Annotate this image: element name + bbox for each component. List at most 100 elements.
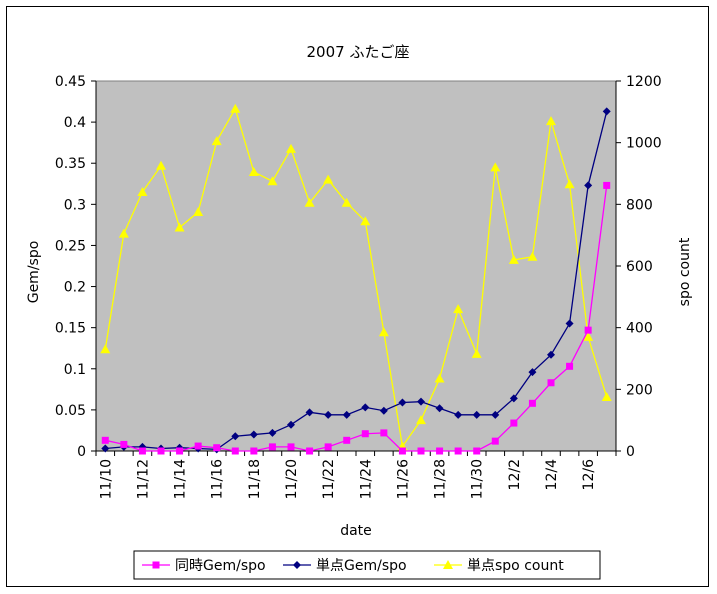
- data-point: [138, 447, 146, 455]
- data-point: [434, 373, 445, 383]
- data-point: [324, 410, 333, 419]
- legend-marker: [293, 561, 301, 569]
- x-tick-label: 11/18: [247, 459, 263, 499]
- x-tick-label: 11/16: [210, 459, 226, 499]
- y-tick-label: 0.4: [64, 115, 86, 131]
- legend-marker: [443, 560, 453, 569]
- data-point: [230, 103, 241, 113]
- series-layer: [100, 103, 612, 455]
- data-point: [547, 350, 555, 359]
- data-point: [231, 447, 239, 455]
- data-point: [508, 254, 519, 264]
- y-tick-label: 0.15: [55, 321, 86, 337]
- y-axis-label: Gem/spo: [26, 241, 42, 304]
- data-point: [268, 443, 276, 451]
- x-tick-label: 11/30: [470, 459, 486, 499]
- x-tick-label: 11/10: [98, 459, 114, 499]
- data-point: [324, 443, 332, 451]
- data-point: [213, 444, 221, 452]
- y2-tick-label: 1000: [626, 136, 662, 152]
- x-tick-label: 11/22: [321, 459, 337, 499]
- data-point: [602, 107, 611, 116]
- x-tick-label: 11/26: [395, 459, 411, 499]
- data-point: [361, 430, 369, 438]
- x-tick-label: 11/14: [173, 459, 189, 499]
- data-point: [100, 344, 111, 354]
- y-tick-label: 0.25: [55, 238, 86, 254]
- data-point: [527, 251, 538, 261]
- legend: 同時Gem/spo 単点Gem/spo 単点spo count: [133, 550, 601, 580]
- y-tick-label: 0.45: [55, 74, 86, 90]
- data-point: [101, 436, 109, 444]
- y2-tick-label: 800: [626, 197, 653, 213]
- x-tick-label: 12/2: [507, 459, 523, 490]
- legend-box: [133, 550, 601, 580]
- y-tick-label: 0: [77, 444, 86, 460]
- data-point: [490, 162, 501, 172]
- series-line: [105, 185, 608, 452]
- data-point: [603, 181, 611, 189]
- plot-area: [95, 80, 617, 452]
- data-point: [268, 428, 277, 437]
- data-point: [378, 327, 389, 337]
- data-point: [398, 447, 406, 455]
- data-point: [176, 447, 184, 455]
- data-point: [118, 228, 129, 238]
- data-point: [157, 447, 165, 455]
- legend-marker: [152, 561, 160, 569]
- y-tick-label: 0.2: [64, 280, 86, 296]
- data-point: [306, 447, 314, 455]
- data-point: [417, 397, 425, 406]
- y-tick-label: 0.35: [55, 156, 86, 172]
- data-point: [546, 116, 556, 126]
- y2-tick-label: 1200: [626, 74, 662, 90]
- data-point: [120, 440, 128, 448]
- data-point: [194, 442, 202, 450]
- data-point: [528, 368, 537, 377]
- y2-tick-label: 600: [626, 259, 653, 275]
- data-point: [304, 197, 315, 207]
- data-point: [565, 319, 574, 328]
- series-2: [100, 103, 612, 451]
- data-point: [453, 304, 464, 314]
- data-point: [211, 136, 222, 146]
- data-point: [436, 447, 444, 455]
- y2-tick-label: 200: [626, 382, 653, 398]
- legend-label: 単点Gem/spo: [316, 558, 407, 574]
- y-tick-label: 0.05: [55, 403, 86, 419]
- legend-label: 単点spo count: [467, 558, 564, 574]
- data-point: [398, 398, 407, 407]
- data-point: [566, 362, 574, 370]
- data-point: [473, 447, 481, 455]
- y2-axis-label: spo count: [677, 237, 693, 306]
- data-point: [454, 447, 462, 455]
- series-line: [104, 107, 608, 449]
- data-point: [137, 187, 148, 196]
- data-point: [583, 331, 594, 341]
- data-point: [361, 403, 370, 412]
- data-point: [287, 443, 295, 451]
- axes: 0 0.05 0.1 0.15 0.2 0.25 0.3 0.35 0.4 0.45 0 200 400…: [55, 74, 662, 499]
- y-tick-label: 0.1: [64, 362, 86, 378]
- data-point: [417, 447, 425, 455]
- data-point: [379, 406, 388, 415]
- x-tick-label: 11/24: [358, 459, 374, 499]
- data-point: [472, 410, 481, 419]
- data-point: [380, 429, 388, 437]
- data-point: [343, 436, 351, 444]
- chart-title: 2007 ふたご座: [307, 43, 410, 61]
- data-point: [305, 408, 314, 417]
- x-tick-label: 11/28: [433, 459, 449, 499]
- x-tick-label: 11/12: [135, 459, 151, 499]
- data-point: [250, 447, 258, 455]
- y-tick-label: 0.3: [64, 197, 86, 213]
- x-tick-label: 12/6: [581, 459, 597, 491]
- x-axis-label: date: [340, 523, 372, 539]
- data-point: [471, 348, 482, 358]
- data-point: [509, 394, 518, 403]
- x-tick-label: 12/4: [544, 459, 560, 491]
- data-point: [193, 207, 204, 217]
- data-point: [156, 160, 166, 170]
- chart: 2007 ふたご座 0 0.05 0.1 0.15 0.2 0.25 0.3 0.35 0.4 0…: [26, 43, 693, 580]
- y2-tick-label: 400: [626, 321, 653, 337]
